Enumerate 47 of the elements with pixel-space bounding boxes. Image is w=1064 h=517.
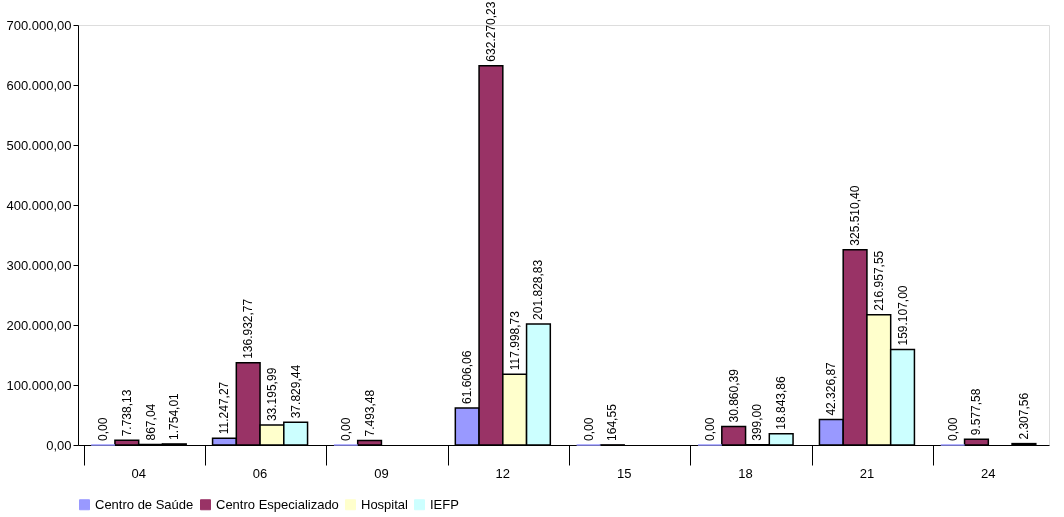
- x-tick-label: 24: [981, 465, 996, 481]
- y-tick-label: 400.000,00: [6, 197, 72, 213]
- y-tick-label: 700.000,00: [6, 17, 72, 33]
- data-label: 30.860,39: [726, 368, 741, 423]
- data-label: 7.493,48: [362, 389, 377, 437]
- legend-label: IEFP: [430, 496, 459, 512]
- data-label: 61.606,06: [460, 350, 475, 405]
- y-tick-label: 500.000,00: [6, 137, 72, 153]
- legend-label: Centro Especializado: [216, 496, 339, 512]
- data-label: 0,00: [96, 417, 111, 441]
- x-tick-label: 21: [859, 465, 875, 481]
- legend-label: Hospital: [361, 496, 409, 512]
- data-label: 37.829,44: [288, 364, 303, 419]
- y-tick-label: 300.000,00: [6, 257, 72, 273]
- data-label: 18.843,86: [774, 375, 789, 430]
- data-label: 0,00: [702, 417, 717, 441]
- data-label: 0,00: [945, 417, 960, 441]
- data-label: 867,04: [143, 403, 158, 441]
- data-label: 399,00: [750, 403, 765, 441]
- x-tick-label: 04: [131, 465, 146, 481]
- x-tick-label: 18: [738, 465, 753, 481]
- data-label: 117.998,73: [507, 310, 522, 371]
- data-label: 0,00: [338, 417, 353, 441]
- y-tick-label: 100.000,00: [6, 377, 72, 393]
- data-label: 159.107,00: [895, 285, 910, 346]
- legend-label: Centro de Saúde: [95, 496, 194, 512]
- y-tick-label: 200.000,00: [6, 317, 72, 333]
- x-tick-label: 06: [252, 465, 268, 481]
- data-label: 0,00: [581, 417, 596, 441]
- data-label: 325.510,40: [848, 185, 863, 246]
- data-label: 164,55: [605, 403, 620, 441]
- x-tick-label: 15: [616, 465, 632, 481]
- x-tick-label: 09: [374, 465, 389, 481]
- x-tick-label: 12: [495, 465, 511, 481]
- y-tick-label: 0,00: [46, 437, 72, 453]
- data-label: 201.828,83: [531, 259, 546, 320]
- data-label: 216.957,55: [871, 250, 886, 311]
- data-label: 9.577,58: [969, 388, 984, 436]
- data-label: 7.738,13: [119, 389, 134, 437]
- data-label: 33.195,99: [264, 367, 279, 422]
- data-label: 136.932,77: [241, 298, 256, 359]
- data-label: 2.307,56: [1016, 392, 1031, 440]
- data-label: 11.247,27: [217, 381, 232, 435]
- y-tick-label: 600.000,00: [6, 77, 72, 93]
- data-label: 632.270,23: [483, 1, 498, 62]
- data-label: 42.326,87: [824, 361, 839, 416]
- data-label: 1.754,01: [167, 392, 182, 440]
